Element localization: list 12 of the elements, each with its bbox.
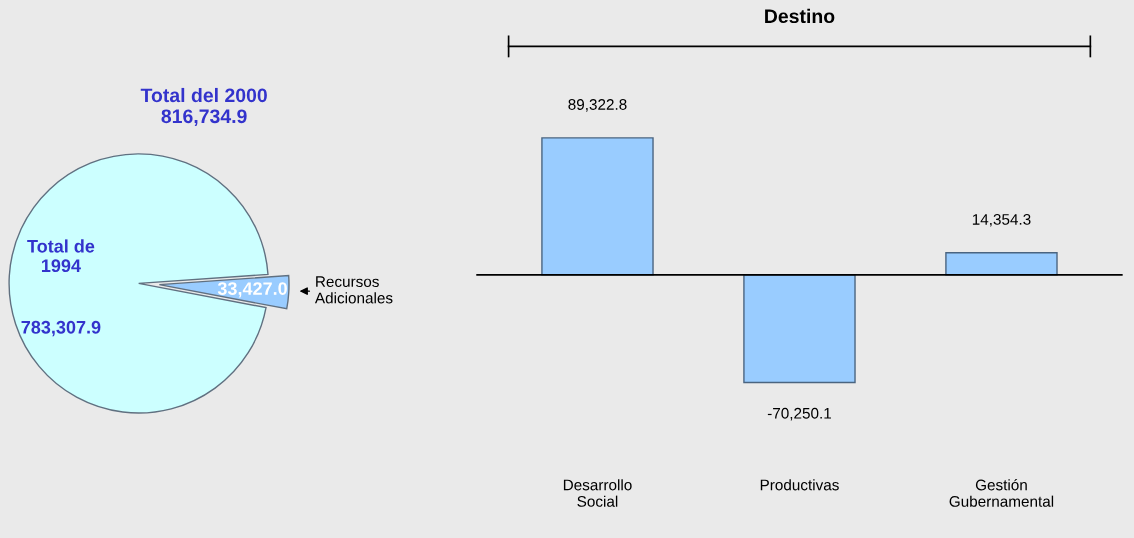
slice-label: Total de 1994	[27, 239, 95, 273]
slice-label: Recursos Adicionales	[314, 276, 393, 304]
x-tick-label: Productivas	[760, 479, 839, 491]
chart-title: Total del 2000 816,734.9	[140, 87, 267, 126]
chart-title: Destino	[765, 8, 835, 24]
data-label: -70,250.1	[767, 407, 832, 421]
x-tick-label: Desarrollo Social	[563, 479, 632, 507]
data-label: 33,427.0	[217, 282, 287, 298]
data-label: 89,322.8	[568, 99, 627, 112]
data-label: 14,354.3	[972, 213, 1031, 227]
data-label: 783,307.9	[21, 320, 101, 337]
x-tick-label: Gestión Gubernamental	[949, 478, 1054, 507]
